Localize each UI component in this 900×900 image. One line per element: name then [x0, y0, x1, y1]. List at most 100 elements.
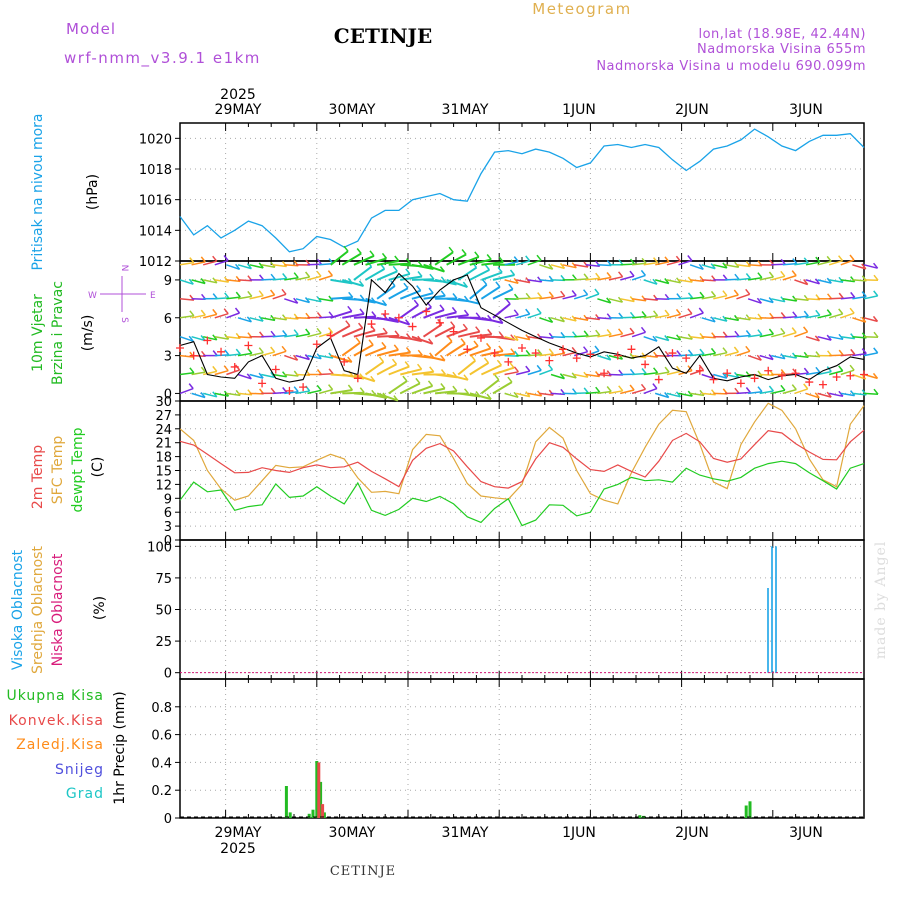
wind-barb-feather	[293, 297, 299, 304]
wind-barb-feather	[838, 292, 844, 299]
wind-barb	[214, 369, 229, 376]
wind-barb-feather	[417, 349, 423, 356]
wind-barb	[446, 314, 469, 319]
wind-barb	[701, 295, 716, 300]
wind-barb-feather	[498, 331, 504, 338]
wind-gust-marker	[531, 349, 540, 358]
wind-barb-feather	[745, 387, 751, 393]
wind-barb	[782, 274, 797, 281]
wind-barb-feather	[572, 274, 578, 281]
wind-barb-feather	[304, 297, 311, 303]
wind-barb	[527, 353, 542, 357]
wind-barb-feather	[873, 388, 879, 395]
wind-barb	[678, 335, 693, 340]
wind-barb	[631, 331, 646, 338]
wind-gust-marker	[860, 370, 868, 379]
wind-barb-feather	[768, 385, 774, 392]
wind-barb	[643, 315, 658, 319]
wind-barb-feather	[224, 292, 230, 299]
wind-barb-feather	[474, 251, 480, 258]
wind-barb	[516, 335, 531, 341]
precip-bars	[180, 761, 864, 818]
wind-barb-feather	[861, 263, 867, 270]
wind-gust-marker	[668, 349, 677, 358]
wind-barb	[736, 350, 751, 357]
wind-barb	[226, 335, 241, 340]
bottom-day-label: 30MAY	[329, 825, 376, 841]
wind-barb	[759, 298, 774, 304]
wind-barb-feather	[224, 349, 230, 356]
wind-gust-marker	[504, 357, 513, 366]
wind-barb	[794, 388, 808, 395]
wind-barb-feather	[347, 384, 353, 391]
wind-barb-feather	[486, 254, 492, 260]
legend-snow: Snijeg	[55, 762, 104, 778]
wind-barb	[400, 335, 423, 343]
wind-barb-feather	[617, 296, 624, 303]
y-tick-label: 0	[164, 387, 172, 402]
wind-barb-feather	[641, 368, 647, 374]
y-tick-label: 12	[155, 478, 172, 493]
wind-barb	[678, 392, 693, 397]
wind-gust-marker	[627, 345, 636, 354]
wind-barb-feather	[710, 316, 716, 323]
wind-barb-feather	[872, 315, 879, 322]
bottom-day-label: 29MAY	[215, 825, 262, 841]
wind-barb-feather	[496, 359, 502, 366]
wind-barb	[690, 335, 705, 340]
wind-barb	[713, 294, 728, 300]
wind-barb	[643, 298, 658, 301]
wind-barb	[724, 264, 739, 268]
wind-barb-feather	[281, 288, 287, 295]
wind-barb-feather	[618, 385, 624, 392]
wind-barb	[597, 276, 612, 281]
panel-frame	[179, 400, 865, 541]
wind-barb	[736, 373, 751, 378]
wind-barb	[307, 389, 322, 395]
wind-barb	[840, 312, 855, 319]
wind-barb-feather	[497, 266, 503, 273]
wind-barb-feather	[814, 392, 820, 399]
wind-barb-feather	[463, 309, 470, 316]
wind-barb-feather	[382, 327, 388, 334]
wind-barb-feather	[838, 349, 844, 356]
wind-barb	[377, 334, 400, 338]
wind-barb-feather	[369, 250, 375, 257]
wind-barb-feather	[756, 354, 762, 361]
wind-barb	[863, 392, 879, 395]
wind-barb-feather	[664, 256, 670, 263]
wind-barb	[434, 325, 456, 338]
wind-barb-feather	[757, 386, 763, 393]
wind-barb	[747, 298, 762, 304]
wind-barb-feather	[525, 349, 531, 356]
wind-barb-feather	[606, 329, 612, 335]
y-tick-label: 30	[155, 395, 172, 410]
wind-barb-feather	[460, 338, 466, 345]
wind-barb	[353, 254, 375, 266]
wind-barb-feather	[618, 271, 624, 278]
wind-barb	[631, 274, 646, 281]
sfc-axis-title: SFC Temp	[50, 436, 66, 505]
wind-barb	[574, 317, 589, 321]
wind-barb	[376, 260, 399, 266]
wind-barb-feather	[792, 258, 798, 265]
wind-barb-feather	[281, 345, 287, 352]
wind-barb	[585, 317, 600, 321]
wind-barb-feather	[246, 263, 252, 270]
wind-barb	[863, 317, 878, 323]
wind-barb	[342, 278, 364, 287]
y-tick-label: 15	[155, 465, 172, 480]
wind-gust-marker	[367, 320, 376, 329]
wind-barb	[365, 257, 387, 266]
wind-barb	[318, 388, 333, 395]
wind-barb	[713, 373, 727, 379]
wind-axis-title-2: Brzina i Pravac	[50, 281, 66, 385]
wind-barb-feather	[293, 354, 299, 361]
wind-barb	[736, 293, 750, 300]
wind-barb-feather	[475, 312, 481, 319]
wind-barb-feather	[583, 330, 589, 337]
wind-barb-feather	[815, 256, 821, 263]
wind-barb	[574, 373, 589, 378]
wind-barb-feather	[873, 290, 879, 297]
wind-barb-feather	[413, 299, 419, 306]
